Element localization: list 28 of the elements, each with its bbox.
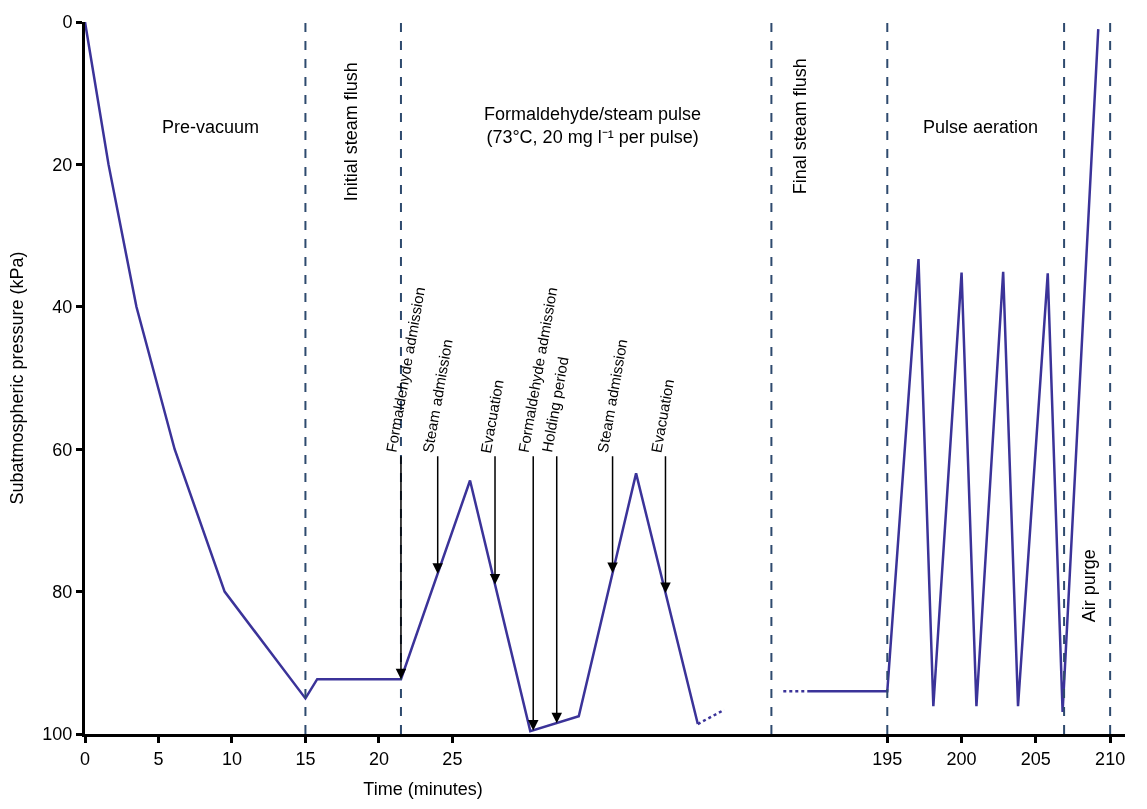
annotation: Initial steam flush [341,62,362,202]
x-tick-label: 10 [221,748,242,769]
annotation: Final steam flush [789,58,810,195]
y-tick-label: 40 [52,297,73,318]
annotation: Pre-vacuum [162,117,260,137]
x-tick-label: 195 [872,748,903,769]
y-tick-label: 20 [52,154,73,175]
annotation: Steam admission [593,337,631,454]
x-tick-label: 205 [1020,748,1051,769]
annotation: Steam admission [418,337,456,455]
x-axis-title: Time (minutes) [363,778,483,799]
x-tick-label: 200 [946,748,977,769]
x-tick-label: 5 [153,748,164,769]
annotation: Pulse aeration [923,117,1039,137]
x-tick-label: 20 [368,748,389,769]
annotation: Air purge [1079,549,1100,623]
annotation: Formaldehyde/steam pulse (73°C, 20 mg l⁻¹ per pulse) [484,104,702,148]
y-tick-label: 0 [62,12,73,33]
y-tick-label: 60 [52,439,73,460]
x-tick-label: 25 [442,748,463,769]
x-tick-label: 210 [1095,748,1126,769]
y-tick-label: 100 [42,724,73,745]
x-tick-label: 15 [295,748,316,769]
y-axis-title: Subatmospheric pressure (kPa) [6,251,27,505]
annotation: Evacuation [476,378,507,455]
x-tick-label: 0 [79,748,91,769]
y-tick-label: 80 [52,581,73,602]
annotation: Evacuation [647,377,678,454]
